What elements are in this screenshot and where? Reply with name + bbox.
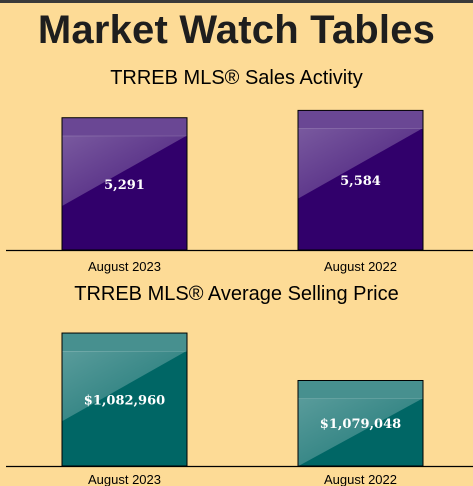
- bar-value-label: 5,291: [104, 178, 145, 193]
- bar-highlight: [62, 118, 187, 137]
- chart-title-average-selling-price: TRREB MLS® Average Selling Price: [74, 283, 399, 305]
- bar-value-label: 5,584: [340, 174, 381, 189]
- page-title: Market Watch Tables: [37, 8, 436, 52]
- bar-highlight: [62, 333, 187, 352]
- bar-sheen: [62, 351, 187, 422]
- chart-title-sales-activity: TRREB MLS® Sales Activity: [110, 67, 363, 89]
- top-border: [0, 0, 473, 3]
- category-label: August 2022: [324, 472, 397, 486]
- category-label: August 2023: [88, 259, 161, 274]
- bar-group: 5,584: [297, 109, 424, 251]
- chart-average-selling-price: $1,082,960 August 2023 $1,079,048 August 20…: [6, 332, 473, 486]
- category-label: August 2022: [324, 259, 397, 274]
- bar-sheen: [298, 128, 423, 199]
- bar-group: 5,291: [61, 117, 188, 251]
- bar-group: $1,079,048: [297, 379, 424, 467]
- bar-value-label: $1,082,960: [84, 394, 165, 409]
- bar-sheen: [62, 135, 187, 206]
- bar-highlight: [298, 380, 423, 399]
- bar-highlight: [298, 110, 423, 129]
- chart-sales-activity: 5,291 August 2023 5,584 August 2022: [6, 109, 473, 274]
- bar-value-label: $1,079,048: [320, 417, 401, 432]
- category-label: August 2023: [88, 472, 161, 486]
- bar-group: $1,082,960: [61, 332, 188, 467]
